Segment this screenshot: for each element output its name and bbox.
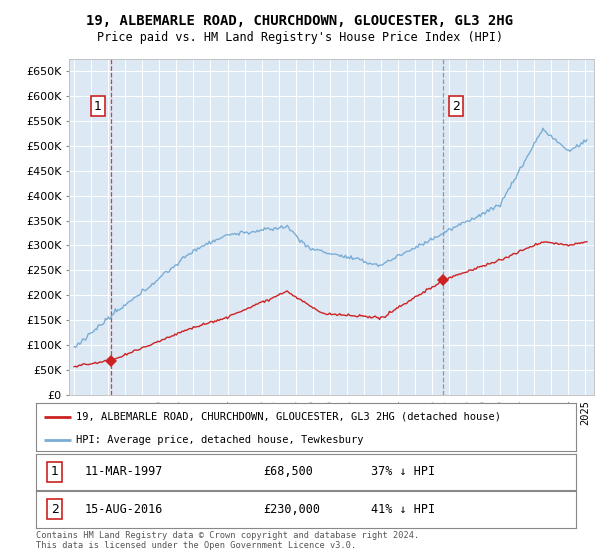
Text: 41% ↓ HPI: 41% ↓ HPI — [371, 503, 435, 516]
Text: 19, ALBEMARLE ROAD, CHURCHDOWN, GLOUCESTER, GL3 2HG: 19, ALBEMARLE ROAD, CHURCHDOWN, GLOUCEST… — [86, 14, 514, 28]
Text: 37% ↓ HPI: 37% ↓ HPI — [371, 465, 435, 478]
Text: 1: 1 — [94, 100, 102, 113]
Text: 15-AUG-2016: 15-AUG-2016 — [85, 503, 163, 516]
Text: 19, ALBEMARLE ROAD, CHURCHDOWN, GLOUCESTER, GL3 2HG (detached house): 19, ALBEMARLE ROAD, CHURCHDOWN, GLOUCEST… — [77, 412, 502, 422]
Text: HPI: Average price, detached house, Tewkesbury: HPI: Average price, detached house, Tewk… — [77, 435, 364, 445]
Text: 1: 1 — [51, 465, 59, 478]
Text: 2: 2 — [51, 503, 59, 516]
Text: Contains HM Land Registry data © Crown copyright and database right 2024.
This d: Contains HM Land Registry data © Crown c… — [36, 531, 419, 550]
Text: £230,000: £230,000 — [263, 503, 320, 516]
Text: £68,500: £68,500 — [263, 465, 313, 478]
Text: 2: 2 — [452, 100, 460, 113]
Text: 11-MAR-1997: 11-MAR-1997 — [85, 465, 163, 478]
Text: Price paid vs. HM Land Registry's House Price Index (HPI): Price paid vs. HM Land Registry's House … — [97, 31, 503, 44]
